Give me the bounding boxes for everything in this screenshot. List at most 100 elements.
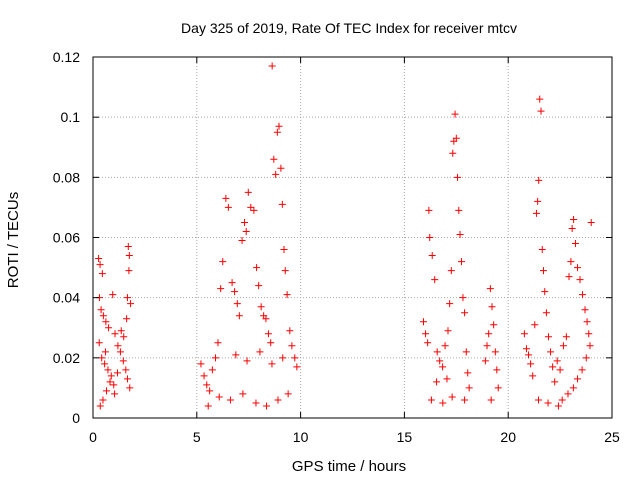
data-point [461, 396, 469, 404]
data-point [535, 396, 543, 404]
data-point [231, 288, 239, 296]
data-point [441, 342, 449, 350]
data-point [583, 318, 591, 326]
y-axis-label: ROTI / TECUs [5, 192, 22, 288]
x-tick-layer: 0 5 10 15 20 25 [89, 429, 620, 445]
data-point [454, 173, 462, 181]
data-point [267, 339, 275, 347]
axis-layer [92, 56, 613, 419]
data-point [99, 396, 107, 404]
data-point [483, 342, 491, 350]
data-point [238, 237, 246, 245]
data-point [125, 252, 133, 260]
y-tick-label: 0.12 [53, 49, 80, 65]
data-point [574, 375, 582, 383]
data-point [250, 206, 258, 214]
data-point [422, 330, 430, 338]
data-point [268, 360, 276, 368]
data-point [284, 390, 292, 398]
data-point [125, 267, 133, 275]
data-point [538, 246, 546, 254]
data-point [443, 375, 451, 383]
data-point [122, 366, 130, 374]
data-point [268, 62, 276, 70]
data-point [239, 390, 247, 398]
data-point [262, 315, 270, 323]
data-point [253, 264, 261, 272]
data-point [488, 303, 496, 311]
data-point [102, 387, 110, 395]
data-point [490, 321, 498, 329]
data-point [117, 327, 125, 335]
data-point [531, 321, 539, 329]
data-point [106, 378, 114, 386]
data-point [102, 318, 110, 326]
data-point [123, 315, 131, 323]
y-tick-label: 0.02 [53, 350, 80, 366]
data-point [525, 351, 533, 359]
data-point [459, 294, 467, 302]
data-point [280, 246, 288, 254]
data-point [101, 348, 109, 356]
data-point [208, 366, 216, 374]
data-point [224, 203, 232, 211]
series-group [95, 62, 595, 410]
data-point [428, 252, 436, 260]
data-point [551, 378, 559, 386]
data-point [424, 339, 432, 347]
data-point [542, 309, 550, 317]
data-point [439, 363, 447, 371]
data-point [99, 312, 107, 320]
data-point [111, 330, 119, 338]
data-point [556, 366, 564, 374]
data-point [427, 396, 435, 404]
data-point [95, 255, 103, 263]
data-point [233, 300, 241, 308]
data-point [273, 128, 281, 136]
data-point [585, 330, 593, 338]
data-point [493, 366, 501, 374]
plot-border [92, 56, 613, 419]
data-point [113, 369, 121, 377]
data-point [564, 390, 572, 398]
y-tick-label: 0.08 [53, 169, 80, 185]
data-point [544, 399, 552, 407]
data-point [532, 209, 540, 217]
data-point [462, 348, 470, 356]
y-tick-label: 0.06 [53, 230, 80, 246]
data-point [274, 396, 282, 404]
data-point [252, 399, 260, 407]
data-point [275, 122, 283, 130]
data-point [277, 164, 285, 172]
data-point [257, 303, 265, 311]
data-point [197, 360, 205, 368]
data-point [553, 357, 561, 365]
data-point [215, 393, 223, 401]
y-tick-label: 0 [72, 410, 80, 426]
data-point [559, 342, 567, 350]
data-point [217, 285, 225, 293]
data-point [288, 342, 296, 350]
data-point [105, 324, 113, 332]
data-point [465, 384, 473, 392]
data-point [107, 372, 115, 380]
data-point [536, 95, 544, 103]
data-point [211, 354, 219, 362]
data-point [461, 309, 469, 317]
data-point [455, 206, 463, 214]
data-point [110, 381, 118, 389]
data-point [232, 351, 240, 359]
data-point [562, 333, 570, 341]
data-point [101, 360, 109, 368]
data-point [278, 200, 286, 208]
data-point [447, 267, 455, 275]
data-point [97, 306, 105, 314]
data-point [123, 294, 131, 302]
data-point [529, 372, 537, 380]
data-point [426, 234, 434, 241]
data-point [264, 330, 272, 338]
data-point [547, 348, 555, 356]
data-point [291, 354, 299, 362]
